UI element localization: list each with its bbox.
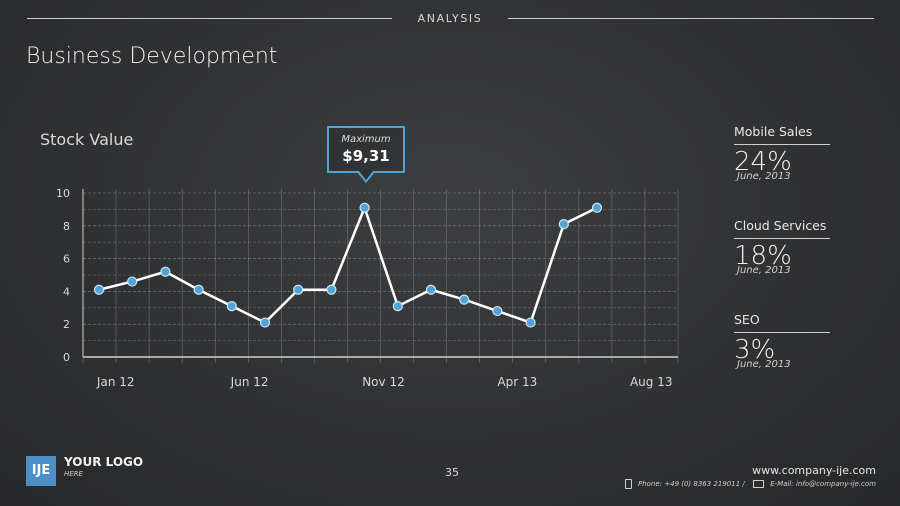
series-line [98,206,598,324]
logo-subtitle: HERE [64,470,83,478]
page-number: 35 [445,466,459,479]
tooltip-label: Maximum [341,134,391,145]
phone-text: Phone: +49 (0) 8363 219011 / [637,480,745,488]
y-tick-label: 4 [63,285,70,298]
header-rule-left [27,18,392,19]
maximum-tooltip: Maximum $9,31 [327,126,405,173]
y-tick-label: 6 [63,253,70,266]
data-point [459,294,470,305]
data-point [392,301,403,312]
data-point [525,317,536,328]
page-title: Business Development [26,44,278,69]
x-tick-label: Jan 12 [96,375,135,389]
data-point [160,266,171,277]
data-point [226,301,237,312]
logo-title: YOUR LOGO [64,455,144,469]
stat-value: 18% [734,241,792,271]
data-point [193,284,204,295]
x-tick-label: Apr 13 [497,375,537,389]
y-tick-label: 10 [56,187,70,200]
chart-title: Stock Value [40,130,134,149]
company-logo-mark: IJE [26,456,56,486]
header-rule-right [508,18,874,19]
x-tick-label: Nov 12 [362,375,405,389]
data-point [293,284,304,295]
data-point [93,284,105,295]
stat-date: June, 2013 [737,171,791,182]
stat-cloud-services: Cloud Services 18% June, 2013 [734,218,830,276]
y-tick-label: 2 [63,318,70,331]
contact-info: Phone: +49 (0) 8363 219011 / E-Mail: inf… [624,479,876,489]
company-logo-text: YOUR LOGO HERE [64,455,143,478]
x-tick-label: Aug 13 [630,375,673,389]
tooltip-value: $9,31 [342,147,390,165]
data-point [326,284,337,295]
y-tick-label: 8 [63,220,70,233]
stat-date: June, 2013 [737,265,791,276]
email-text[interactable]: E-Mail: info@company-ije.com [770,480,876,488]
section-label: ANALYSIS [417,12,483,25]
tooltip-arrow-inner [359,171,373,180]
stat-value: 24% [734,147,792,177]
data-point [359,202,370,213]
data-point [425,284,437,295]
data-point [591,202,603,213]
stat-label: Cloud Services [734,218,830,239]
data-point [492,305,503,317]
stat-value: 3% [734,335,776,365]
data-point [127,276,138,287]
data-point [558,219,569,230]
mail-icon [752,480,764,488]
stat-date: June, 2013 [737,359,791,370]
stat-seo: SEO 3% June, 2013 [734,312,830,370]
x-tick-label: Jun 12 [230,375,269,389]
stat-mobile-sales: Mobile Sales 24% June, 2013 [734,124,830,182]
phone-icon [624,479,632,489]
y-tick-label: 0 [63,351,70,364]
website-link[interactable]: www.company-ije.com [752,464,876,477]
stat-label: SEO [734,312,830,333]
data-point [259,317,271,328]
stat-label: Mobile Sales [734,124,830,145]
